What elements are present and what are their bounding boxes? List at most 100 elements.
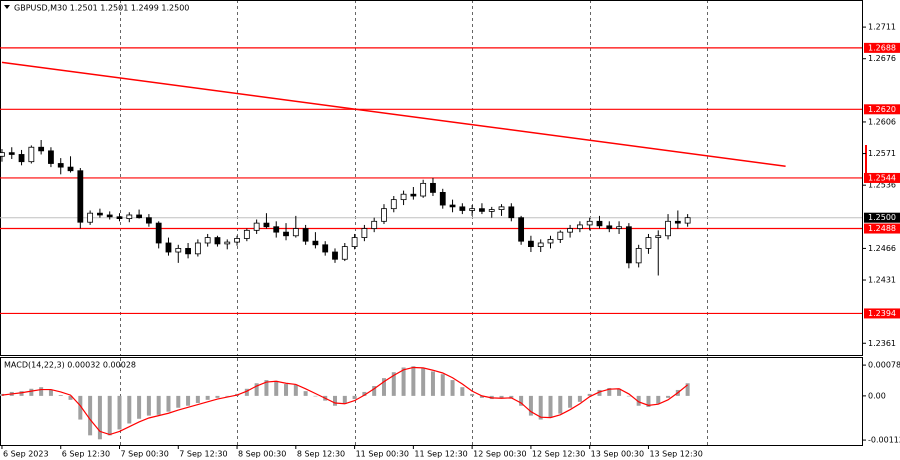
y-tick-label: 1.2571 (868, 149, 896, 158)
macd-title: MACD(14,22,3) 0.00032 0.00028 (4, 361, 136, 370)
macd-bar (656, 395, 661, 404)
candle-body (625, 226, 632, 264)
level-label-box (864, 308, 900, 319)
candle-body (459, 206, 466, 211)
level-label-box (864, 42, 900, 53)
macd-bar (176, 395, 181, 408)
candle-body (576, 224, 583, 229)
candle-body (596, 220, 603, 227)
macd-bar (597, 389, 602, 396)
candle-body (341, 246, 348, 260)
macd-bar (470, 393, 475, 396)
candle-body (57, 163, 64, 168)
candle-body (498, 206, 505, 210)
macd-bar (156, 395, 161, 415)
y-tick-label: 1.2361 (868, 339, 896, 348)
macd-bar (342, 395, 347, 404)
candle-body (106, 214, 113, 218)
candle-body (28, 146, 35, 163)
macd-bar (411, 366, 416, 396)
macd-bar (617, 388, 622, 396)
candle-body (185, 248, 191, 255)
candle-body (518, 217, 525, 242)
macd-bar (274, 380, 279, 396)
x-tick-label: 7 Sep 00:30 (121, 450, 169, 459)
candle-body (67, 166, 74, 172)
macd-bar (39, 387, 44, 396)
macd-bar (225, 395, 230, 397)
macd-bar (186, 395, 191, 406)
x-tick-label: 11 Sep 00:30 (356, 450, 409, 459)
candle-body (400, 193, 407, 201)
candle-body (635, 248, 642, 264)
level-label: 1.2394 (868, 309, 896, 318)
candle-body (243, 229, 250, 239)
candle-body (273, 226, 280, 233)
candle-body (469, 208, 476, 211)
candle-body (48, 150, 54, 164)
macd-bar (215, 395, 220, 398)
candle-body (87, 212, 94, 223)
macd-bar (58, 395, 63, 396)
candle-body (263, 222, 270, 228)
x-tick-label: 6 Sep 2023 (3, 450, 49, 459)
candle-body (606, 225, 613, 229)
candle-body (674, 220, 681, 224)
macd-bar (568, 395, 573, 408)
x-tick-label: 8 Sep 00:30 (238, 450, 286, 459)
level-label: 1.2688 (868, 43, 896, 52)
chart-title: GBPUSD,M30 1.2501 1.2501 1.2499 1.2500 (14, 4, 189, 13)
candle-body (136, 214, 142, 219)
macd-bar (333, 395, 338, 406)
macd-bar (460, 387, 465, 396)
candle-body (488, 209, 495, 212)
macd-bar (29, 388, 34, 396)
macd-signal (1, 366, 689, 436)
candle-body (684, 217, 691, 224)
macd-bar (137, 395, 142, 419)
macd-bar (381, 378, 386, 396)
candle-body (155, 222, 162, 244)
macd-bar (421, 368, 426, 396)
last-price-box (864, 212, 900, 223)
macd-bar (499, 395, 504, 399)
macd-bar (205, 395, 210, 400)
macd-bar (88, 395, 93, 436)
macd-bar (362, 391, 367, 396)
y-tick-label: 1.2711 (868, 23, 896, 32)
x-tick-label: 13 Sep 12:30 (649, 450, 702, 459)
macd-bar (558, 395, 563, 414)
macd-bar (626, 395, 631, 397)
candle-body (479, 208, 485, 212)
macd-bar (509, 395, 514, 398)
candle-body (645, 237, 652, 249)
macd-bar (548, 395, 553, 418)
x-tick-label: 8 Sep 12:30 (297, 450, 345, 459)
macd-bar (107, 395, 112, 436)
x-tick-label: 11 Sep 12:30 (414, 450, 467, 459)
candle-body (557, 231, 564, 240)
candle-body (381, 208, 387, 222)
macd-bar (127, 395, 132, 424)
candle-body (332, 251, 338, 260)
macd-bar (685, 383, 690, 396)
macd-bar (577, 395, 582, 402)
macd-bar (284, 384, 289, 396)
level-label: 1.2488 (868, 224, 896, 233)
candle-body (665, 220, 671, 237)
macd-bar (48, 389, 53, 396)
x-tick-label: 7 Sep 12:30 (179, 450, 227, 459)
candle-body (371, 220, 378, 229)
candle-body (390, 199, 397, 210)
macd-bar (313, 395, 318, 397)
macd-bar (587, 393, 592, 396)
candle-body (234, 238, 240, 243)
macd-bar (528, 395, 533, 416)
candle-body (312, 240, 319, 246)
macd-bar (430, 371, 435, 396)
macd-bar (479, 395, 484, 398)
macd-bar (244, 388, 249, 396)
level-label-box (864, 172, 900, 183)
collapse-arrow (4, 5, 10, 9)
candle-body (214, 237, 221, 245)
